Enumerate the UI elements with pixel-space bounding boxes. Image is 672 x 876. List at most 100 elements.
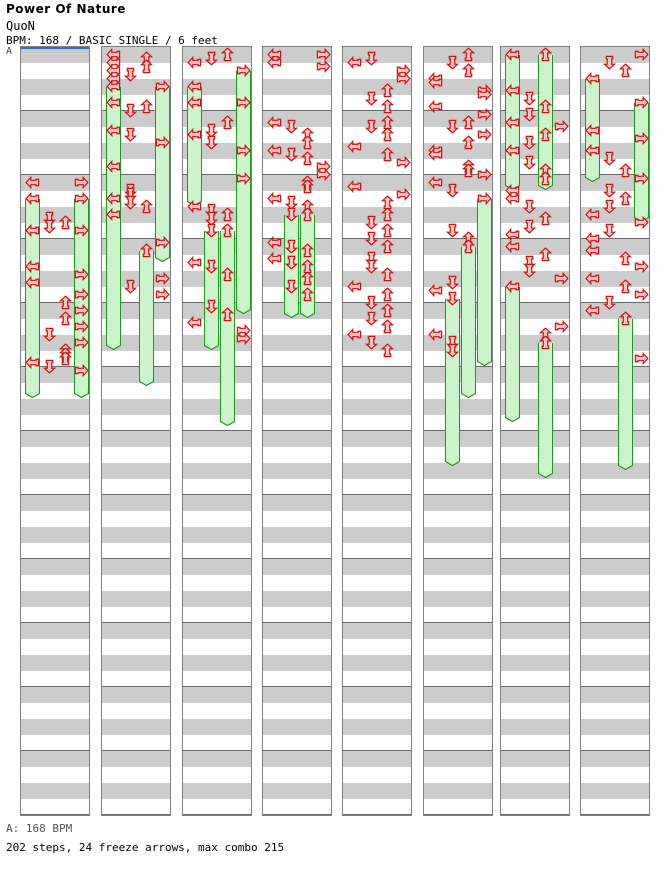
beat-row (102, 591, 170, 607)
freeze-arrow-body[interactable] (139, 251, 154, 386)
footer-bpm-line: A: 168 BPM (6, 822, 73, 835)
beat-row (183, 719, 251, 735)
freeze-arrow-body[interactable] (187, 103, 202, 206)
measure (424, 623, 492, 687)
measure (102, 431, 170, 495)
beat-row (102, 751, 170, 767)
freeze-arrow-body[interactable] (106, 215, 121, 350)
measure (183, 751, 251, 815)
freeze-arrow-body[interactable] (220, 275, 235, 426)
measure (581, 303, 649, 367)
measure (501, 623, 569, 687)
measure (581, 431, 649, 495)
beat-row (424, 783, 492, 799)
chart-column[interactable] (423, 46, 493, 816)
measure (263, 495, 331, 559)
song-artist: QuoN (6, 19, 35, 33)
player-side-label: A (6, 46, 13, 57)
beat-row (581, 463, 649, 479)
freeze-arrow-body[interactable] (445, 299, 460, 466)
beat-row (263, 399, 331, 415)
beat-row (581, 431, 649, 447)
measure (183, 623, 251, 687)
beat-row (501, 463, 569, 479)
freeze-arrow-body[interactable] (505, 287, 520, 422)
beat-row (581, 751, 649, 767)
beat-row (183, 47, 251, 63)
beat-row (501, 495, 569, 511)
chart-column[interactable] (580, 46, 650, 816)
beat-row (263, 495, 331, 511)
freeze-arrow-tail (74, 390, 89, 398)
measure (343, 367, 411, 431)
freeze-arrow-body[interactable] (585, 79, 600, 182)
freeze-arrow-body[interactable] (538, 55, 553, 190)
beat-row (501, 623, 569, 639)
measure (581, 559, 649, 623)
beat-row (102, 431, 170, 447)
freeze-arrow-tail (538, 182, 553, 190)
beat-row (263, 111, 331, 127)
beat-row (183, 655, 251, 671)
beat-row (501, 239, 569, 255)
beat-row (21, 175, 89, 191)
beat-row (581, 495, 649, 511)
beat-row (501, 591, 569, 607)
measure (263, 687, 331, 751)
measure (343, 431, 411, 495)
freeze-arrow-body[interactable] (25, 199, 40, 398)
freeze-arrow-body[interactable] (155, 143, 170, 262)
beat-row (21, 591, 89, 607)
chart-column[interactable] (20, 46, 90, 816)
chart-column[interactable] (101, 46, 171, 816)
chart-meta-line: BPM: 168 / BASIC SINGLE / 6 feet (6, 34, 218, 47)
beat-row (343, 559, 411, 575)
beat-row (424, 655, 492, 671)
beat-row (581, 47, 649, 63)
measure (102, 687, 170, 751)
beat-row (21, 399, 89, 415)
beat-row (263, 751, 331, 767)
beat-row (424, 623, 492, 639)
beat-row (581, 399, 649, 415)
freeze-arrow-body[interactable] (300, 215, 315, 318)
beat-row (343, 687, 411, 703)
measure (581, 623, 649, 687)
freeze-arrow-body[interactable] (634, 103, 649, 222)
beat-row (343, 463, 411, 479)
chart-column[interactable] (182, 46, 252, 816)
beat-row (263, 719, 331, 735)
beat-row (102, 655, 170, 671)
beat-row (581, 367, 649, 383)
beat-row (263, 143, 331, 159)
beat-row (183, 527, 251, 543)
beat-row (343, 367, 411, 383)
freeze-arrow-body[interactable] (74, 199, 89, 398)
freeze-arrow-body[interactable] (204, 231, 219, 350)
beat-row (102, 559, 170, 575)
freeze-arrow-body[interactable] (461, 247, 476, 398)
beat-row (343, 431, 411, 447)
measure (424, 495, 492, 559)
freeze-arrow-tail (236, 306, 251, 314)
beat-row (424, 47, 492, 63)
beat-row (21, 559, 89, 575)
chart-column[interactable] (500, 46, 570, 816)
freeze-arrow-body[interactable] (477, 199, 492, 366)
measure (263, 559, 331, 623)
measure (21, 687, 89, 751)
freeze-arrow-body[interactable] (505, 55, 520, 190)
freeze-arrow-body[interactable] (538, 343, 553, 478)
freeze-arrow-body[interactable] (236, 179, 251, 314)
freeze-arrow-body[interactable] (284, 215, 299, 318)
measure (581, 495, 649, 559)
chart-column[interactable] (342, 46, 412, 816)
chart-column[interactable] (262, 46, 332, 816)
freeze-arrow-body[interactable] (618, 319, 633, 470)
beat-row (263, 47, 331, 63)
freeze-arrow-tail (284, 310, 299, 318)
beat-row (183, 367, 251, 383)
beat-row (581, 623, 649, 639)
beat-row (501, 207, 569, 223)
beat-row (424, 527, 492, 543)
